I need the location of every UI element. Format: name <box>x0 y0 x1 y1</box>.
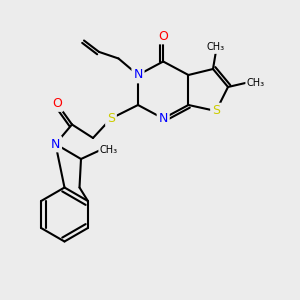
Text: S: S <box>107 112 115 125</box>
Text: N: N <box>51 137 60 151</box>
Text: CH₃: CH₃ <box>207 42 225 52</box>
Text: CH₃: CH₃ <box>247 77 265 88</box>
Text: N: N <box>133 68 143 82</box>
Text: O: O <box>52 97 62 110</box>
Text: CH₃: CH₃ <box>100 145 118 155</box>
Text: S: S <box>212 104 220 118</box>
Text: O: O <box>158 29 168 43</box>
Text: N: N <box>158 112 168 125</box>
